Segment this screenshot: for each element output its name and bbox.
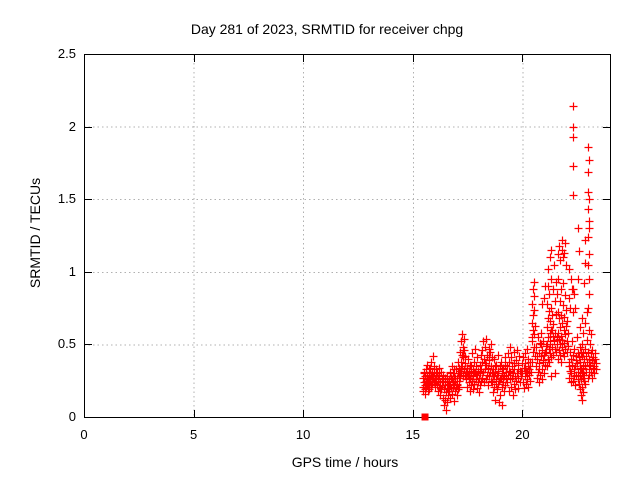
data-point-square [421, 413, 429, 421]
data-points-plus [419, 102, 601, 415]
y-tick-label: 0.5 [57, 336, 76, 352]
y-tick-label: 2.5 [57, 46, 76, 61]
x-tick-label: 20 [515, 427, 530, 442]
x-tick-label: 15 [405, 427, 420, 442]
y-tick-label: 1.5 [57, 191, 76, 207]
y-tick-label: 1 [68, 263, 76, 279]
y-tick-label: 0 [68, 409, 76, 424]
y-tick-label: 2 [68, 118, 76, 134]
x-tick-label: 10 [295, 427, 311, 442]
x-axis-label: GPS time / hours [291, 454, 399, 470]
x-tick-label: 0 [80, 427, 88, 442]
plot-border [84, 54, 611, 418]
chart-title: Day 281 of 2023, SRMTID for receiver chp… [190, 21, 464, 37]
x-tick-label: 5 [189, 427, 198, 442]
tick-marks [84, 54, 610, 418]
